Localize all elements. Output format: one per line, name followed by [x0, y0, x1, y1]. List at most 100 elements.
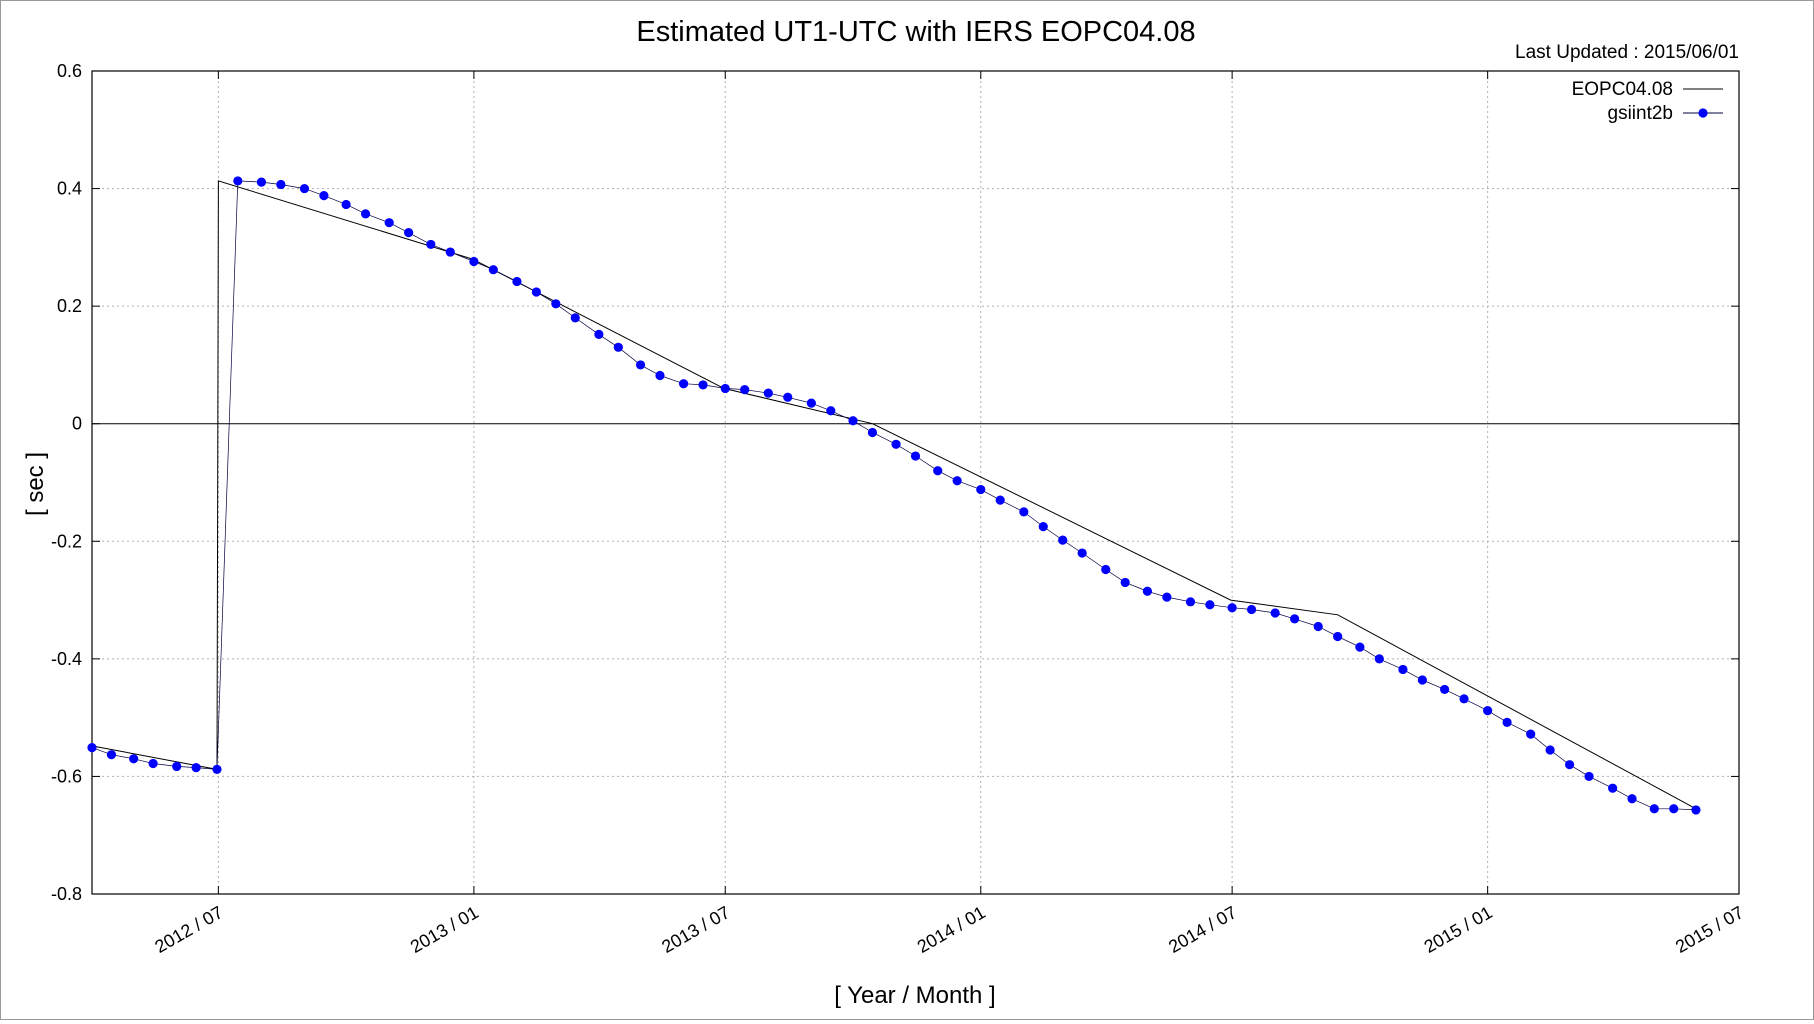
data-point: [1374, 654, 1384, 664]
data-point: [148, 758, 158, 769]
data-point: [512, 276, 522, 287]
data-point: [87, 743, 97, 753]
grid-layer: [92, 71, 1739, 894]
data-point: [613, 342, 623, 352]
data-point: [720, 383, 730, 394]
data-point: [1545, 745, 1555, 755]
data-point: [384, 218, 394, 228]
data-point: [867, 427, 878, 438]
data-point: [426, 239, 436, 250]
data-point: [212, 764, 222, 774]
series-line: [91, 180, 1697, 811]
data-point: [106, 750, 117, 760]
data-point: [1526, 729, 1536, 739]
data-point: [976, 484, 986, 495]
data-point: [256, 177, 267, 187]
data-layer: [87, 176, 1701, 815]
data-point: [995, 495, 1005, 505]
data-point: [848, 416, 858, 426]
legend-entry-label: gsiint2b: [1608, 103, 1674, 124]
x-tick-label: 2014 / 07: [1165, 902, 1240, 957]
data-point: [1398, 664, 1408, 675]
data-point: [172, 761, 182, 772]
data-point: [570, 313, 580, 323]
data-point: [1185, 597, 1196, 607]
data-point: [341, 199, 351, 210]
y-tick-label: -0.8: [51, 884, 82, 904]
data-point: [1270, 608, 1280, 618]
data-point: [488, 265, 498, 275]
data-point: [933, 466, 943, 476]
data-point: [1417, 675, 1427, 685]
data-point: [360, 209, 371, 219]
data-point: [469, 256, 479, 267]
y-axis-label: [ sec ]: [22, 452, 49, 516]
y-tick-label: 0.4: [57, 179, 82, 199]
plot-frame: [91, 70, 1740, 895]
x-axis-label: [ Year / Month ]: [834, 982, 995, 1009]
data-point: [826, 406, 836, 416]
y-tick-label: 0: [72, 414, 82, 434]
data-point: [635, 360, 646, 370]
data-point: [233, 176, 243, 186]
data-point: [1608, 783, 1618, 793]
y-tick-label: 0.6: [57, 61, 82, 81]
data-point: [952, 476, 962, 486]
data-point: [1246, 604, 1257, 615]
data-point: [1227, 603, 1237, 613]
data-point: [1101, 564, 1111, 575]
data-point: [1290, 614, 1300, 624]
data-point: [1205, 600, 1215, 610]
x-tick-label: 2015 / 07: [1672, 902, 1747, 957]
y-tick-label: 0.2: [57, 296, 82, 316]
y-tick-label: -0.4: [51, 649, 82, 669]
data-point: [551, 299, 561, 309]
data-point: [1502, 717, 1512, 727]
data-point: [299, 183, 310, 194]
data-point: [1649, 804, 1659, 814]
data-point: [1162, 592, 1172, 602]
x-tick-label: 2013 / 01: [407, 902, 482, 957]
data-point: [1669, 804, 1679, 814]
data-point: [1459, 694, 1469, 704]
data-point: [1355, 642, 1365, 652]
data-point: [698, 380, 708, 390]
data-point: [1333, 631, 1343, 642]
legend-entry-label: EOPC04.08: [1572, 79, 1673, 100]
data-point: [319, 191, 329, 201]
data-point: [594, 329, 604, 339]
data-point: [191, 763, 201, 773]
x-tick-label: 2013 / 07: [658, 902, 733, 957]
data-point: [1038, 521, 1048, 532]
x-tick-label: 2012 / 07: [151, 902, 226, 957]
last-updated-label: Last Updated : 2015/06/01: [1515, 42, 1739, 63]
x-tick-label: 2015 / 01: [1421, 902, 1496, 957]
y-tick-label: -0.6: [51, 766, 82, 786]
data-point: [740, 385, 750, 395]
data-point: [1584, 771, 1594, 782]
axes-layer: -0.8 -0.6 -0.4 -0.2 0 0.2 0.4 0.6 2012 / 07 2013 …: [51, 61, 1747, 957]
data-point: [404, 228, 414, 238]
data-point: [1313, 621, 1323, 632]
data-point: [1120, 577, 1130, 588]
data-point: [1691, 805, 1701, 815]
series-line: [91, 180, 1697, 810]
data-point: [1077, 548, 1087, 558]
data-point: [1019, 507, 1029, 517]
data-point: [531, 287, 541, 297]
data-point: [655, 370, 665, 381]
data-point: [910, 451, 921, 461]
data-point: [1439, 684, 1450, 695]
legend: EOPC04.08 gsiint2b: [1572, 79, 1723, 124]
y-tick-label: -0.2: [51, 531, 82, 551]
data-point: [783, 392, 793, 402]
chart-title: Estimated UT1-UTC with IERS EOPC04.08: [636, 16, 1195, 48]
data-point: [763, 388, 773, 398]
data-point: [1483, 705, 1493, 716]
data-point: [276, 179, 286, 190]
data-point: [1058, 535, 1068, 545]
data-point: [129, 754, 139, 764]
data-point: [1564, 760, 1575, 770]
